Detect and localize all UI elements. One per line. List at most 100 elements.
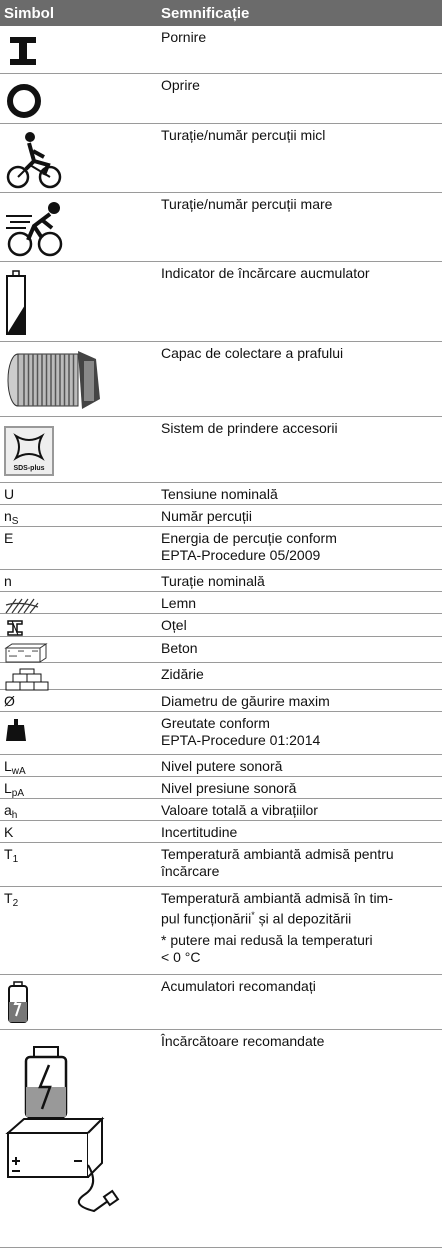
symbol-cell: E — [0, 527, 155, 569]
symbol-cell — [0, 124, 155, 192]
symbol-cell — [0, 712, 155, 754]
meaning-cell: Temperatură ambiantă admisă în tim-pul f… — [155, 887, 442, 974]
symbol-cell: T2 — [0, 887, 155, 974]
icon — [5, 598, 39, 614]
meaning-text: Lemn — [161, 595, 197, 611]
meaning-text: Temperatură ambiantă admisă pentru — [161, 846, 394, 862]
table-row: Greutate conform EPTA-Procedure 01:2014 — [0, 712, 442, 755]
meaning-line: Acumulatori recomandați — [161, 978, 442, 995]
symbol-cell — [0, 592, 155, 614]
icon — [7, 351, 100, 409]
meaning-line: Oprire — [161, 77, 442, 94]
meaning-text: Încărcătoare recomandate — [161, 1033, 325, 1049]
symbol-cell: T1 — [0, 843, 155, 886]
meaning-text: Indicator de încărcare aucmulator — [161, 265, 370, 281]
meaning-text: și al depozitării — [254, 910, 352, 927]
symbol-cell — [0, 74, 155, 123]
meaning-text: Incertitudine — [161, 824, 238, 840]
meaning-cell: Pornire — [155, 26, 442, 73]
header-meaning: Semnificație — [161, 4, 250, 22]
meaning-line: Beton — [161, 640, 442, 657]
symbol-subscript: S — [11, 516, 19, 527]
meaning-cell: Incertitudine — [155, 821, 442, 842]
meaning-line: Tensiune nominală — [161, 486, 442, 503]
icon — [6, 719, 26, 741]
table-row: Pornire — [0, 26, 442, 74]
symbol: L — [4, 780, 12, 796]
table-row: T1 Temperatură ambiantă admisă pentru încă… — [0, 843, 442, 887]
symbol-cell — [0, 663, 155, 691]
meaning-cell: Turație/număr percuții mare — [155, 193, 442, 261]
symbol-cell: K — [0, 821, 155, 842]
meaning-text: Acumulatori recomandați — [161, 978, 316, 994]
meaning-text: Număr percuții — [161, 508, 253, 524]
meaning-cell: Acumulatori recomandați — [155, 975, 442, 1029]
symbol: K — [4, 824, 14, 840]
symbol-subscript: 2 — [12, 898, 19, 909]
meaning-text: Zidărie — [161, 666, 204, 682]
meaning-cell: Turație nominală — [155, 570, 442, 591]
meaning-cell: Capac de colectare a prafului — [155, 342, 442, 416]
table-row: nS Număr percuții — [0, 505, 442, 527]
meaning-line: EPTA-Procedure 01:2014 — [161, 732, 442, 749]
symbol: T — [4, 846, 13, 862]
meaning-text: EPTA-Procedure 05/2009 — [161, 547, 321, 563]
meaning-text: Tensiune nominală — [161, 486, 278, 502]
icon — [5, 1046, 120, 1213]
symbol: L — [4, 758, 12, 774]
icon — [6, 202, 63, 257]
meaning-cell: Nivel putere sonoră — [155, 755, 442, 776]
footnote-marker: * — [251, 910, 255, 920]
meaning-line: Incertitudine — [161, 824, 442, 841]
table-row: LwA Nivel putere sonoră — [0, 755, 442, 777]
meaning-cell: Sistem de prindere accesorii — [155, 417, 442, 482]
meaning-text: Beton — [161, 640, 198, 656]
meaning-text: Capac de colectare a prafului — [161, 345, 344, 361]
meaning-text: Greutate conform — [161, 715, 270, 731]
meaning-cell: Indicator de încărcare aucmulator — [155, 262, 442, 341]
footnote: * putere mai redusă la temperaturi < 0 °C — [161, 932, 442, 966]
meaning-cell: Turație/număr percuții micl — [155, 124, 442, 192]
symbol: a — [4, 802, 12, 818]
symbol: Ø — [4, 693, 15, 709]
table-row: Beton — [0, 637, 442, 663]
symbol-cell — [0, 975, 155, 1029]
table-row: Acumulatori recomandați — [0, 975, 442, 1030]
meaning-text: încărcare — [161, 863, 220, 879]
meaning-cell: Temperatură ambiantă admisă pentru încărc… — [155, 843, 442, 886]
table-row: U Tensiune nominală — [0, 483, 442, 505]
table-row: Ø Diametru de găurire maxim — [0, 690, 442, 712]
meaning-cell: Nivel presiune sonoră — [155, 777, 442, 798]
symbol-subscript: 1 — [12, 854, 19, 865]
meaning-line: Nivel putere sonoră — [161, 758, 442, 775]
symbol: n — [4, 573, 12, 589]
symbol-subscript: wA — [11, 766, 26, 777]
symbol-cell — [0, 193, 155, 261]
meaning-text: EPTA-Procedure 01:2014 — [161, 732, 321, 748]
table-row: Oțel — [0, 614, 442, 637]
table-row: Turație/număr percuții mare — [0, 193, 442, 262]
symbol-cell: Ø — [0, 690, 155, 711]
table-row: Oprire — [0, 74, 442, 124]
symbol-cell: ah — [0, 799, 155, 821]
header-symbol: Simbol — [4, 4, 55, 22]
meaning-cell: Lemn — [155, 592, 442, 613]
table-row: ah Valoare totală a vibrațiilor — [0, 799, 442, 821]
meaning-line: încărcare — [161, 863, 442, 880]
icon — [6, 132, 62, 189]
meaning-line: pul funcționării* și al depozitării — [161, 907, 442, 928]
table-row: n Turație nominală — [0, 570, 442, 592]
footnote-line: * putere mai redusă la temperaturi — [161, 931, 373, 948]
meaning-line: Sistem de prindere accesorii — [161, 420, 442, 437]
table-header: Simbol Semnificație — [0, 0, 442, 26]
meaning-line: Indicator de încărcare aucmulator — [161, 265, 442, 282]
symbol-cell — [0, 26, 155, 73]
icon — [5, 668, 49, 691]
meaning-line: Temperatură ambiantă admisă pentru — [161, 846, 442, 863]
meaning-line: Zidărie — [161, 666, 442, 683]
meaning-cell: Valoare totală a vibrațiilor — [155, 799, 442, 820]
icon — [8, 981, 28, 1023]
table-row: E Energia de percuție conform EPTA-Procedu… — [0, 527, 442, 570]
symbol-subscript: pA — [11, 788, 25, 799]
